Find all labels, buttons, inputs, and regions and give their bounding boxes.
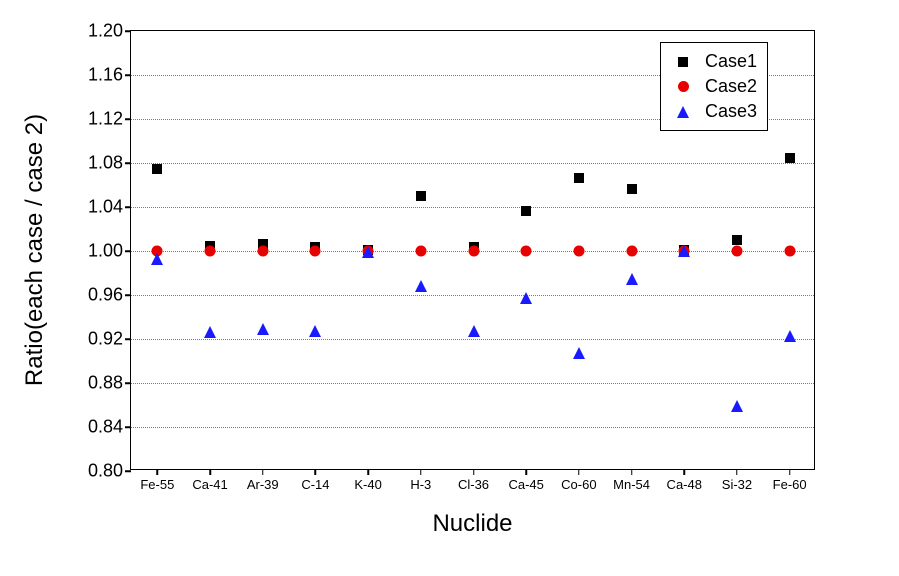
data-point bbox=[731, 400, 743, 412]
y-tick-label: 1.04 bbox=[88, 197, 131, 218]
data-point bbox=[731, 246, 742, 257]
legend-marker-icon bbox=[671, 81, 695, 92]
x-tick-label: Ar-39 bbox=[247, 469, 279, 492]
ratio-scatter-chart: 0.80 0.84 0.88 0.92 0.96 1.00 1.04 1.08 1.12 1.16… bbox=[0, 0, 899, 576]
data-point bbox=[573, 246, 584, 257]
data-point bbox=[415, 246, 426, 257]
data-point bbox=[574, 173, 584, 183]
legend-label: Case2 bbox=[705, 76, 757, 97]
legend-marker-icon bbox=[671, 57, 695, 67]
legend-item: Case2 bbox=[671, 74, 757, 99]
data-point bbox=[152, 164, 162, 174]
x-tick-label: Ca-45 bbox=[508, 469, 543, 492]
data-point bbox=[257, 246, 268, 257]
data-point bbox=[204, 326, 216, 338]
x-tick-label: Fe-55 bbox=[140, 469, 174, 492]
data-point bbox=[627, 184, 637, 194]
y-tick-label: 0.88 bbox=[88, 373, 131, 394]
grid-line bbox=[131, 339, 814, 340]
grid-line bbox=[131, 427, 814, 428]
data-point bbox=[784, 330, 796, 342]
data-point bbox=[309, 325, 321, 337]
data-point bbox=[468, 246, 479, 257]
legend-item: Case3 bbox=[671, 99, 757, 124]
x-tick-label: Co-60 bbox=[561, 469, 596, 492]
data-point bbox=[678, 245, 690, 257]
data-point bbox=[732, 235, 742, 245]
data-point bbox=[520, 292, 532, 304]
x-tick-label: Cl-36 bbox=[458, 469, 489, 492]
data-point bbox=[521, 246, 532, 257]
y-tick-label: 0.92 bbox=[88, 329, 131, 350]
x-tick-label: C-14 bbox=[301, 469, 329, 492]
x-tick-label: H-3 bbox=[410, 469, 431, 492]
y-tick-label: 1.00 bbox=[88, 241, 131, 262]
y-tick-label: 0.96 bbox=[88, 285, 131, 306]
data-point bbox=[310, 246, 321, 257]
legend-item: Case1 bbox=[671, 49, 757, 74]
y-axis-label: Ratio(each case / case 2) bbox=[21, 114, 49, 386]
data-point bbox=[468, 325, 480, 337]
grid-line bbox=[131, 295, 814, 296]
legend: Case1 Case2 Case3 bbox=[660, 42, 768, 131]
y-tick-label: 0.84 bbox=[88, 417, 131, 438]
x-tick-label: Ca-48 bbox=[667, 469, 702, 492]
data-point bbox=[573, 347, 585, 359]
data-point bbox=[257, 323, 269, 335]
x-tick-label: K-40 bbox=[354, 469, 381, 492]
legend-label: Case1 bbox=[705, 51, 757, 72]
x-tick-label: Ca-41 bbox=[192, 469, 227, 492]
data-point bbox=[416, 191, 426, 201]
data-point bbox=[626, 273, 638, 285]
y-tick-label: 1.12 bbox=[88, 109, 131, 130]
y-tick-label: 1.08 bbox=[88, 153, 131, 174]
y-tick-label: 1.16 bbox=[88, 65, 131, 86]
x-axis-label: Nuclide bbox=[432, 510, 512, 538]
data-point bbox=[785, 153, 795, 163]
data-point bbox=[521, 206, 531, 216]
y-tick-label: 1.20 bbox=[88, 21, 131, 42]
data-point bbox=[784, 246, 795, 257]
data-point bbox=[626, 246, 637, 257]
x-tick-label: Mn-54 bbox=[613, 469, 650, 492]
data-point bbox=[151, 253, 163, 265]
legend-marker-icon bbox=[671, 106, 695, 118]
x-tick-label: Fe-60 bbox=[773, 469, 807, 492]
data-point bbox=[205, 246, 216, 257]
data-point bbox=[362, 246, 374, 258]
y-tick-label: 0.80 bbox=[88, 461, 131, 482]
grid-line bbox=[131, 207, 814, 208]
x-tick-label: Si-32 bbox=[722, 469, 752, 492]
grid-line bbox=[131, 383, 814, 384]
grid-line bbox=[131, 163, 814, 164]
data-point bbox=[415, 280, 427, 292]
legend-label: Case3 bbox=[705, 101, 757, 122]
